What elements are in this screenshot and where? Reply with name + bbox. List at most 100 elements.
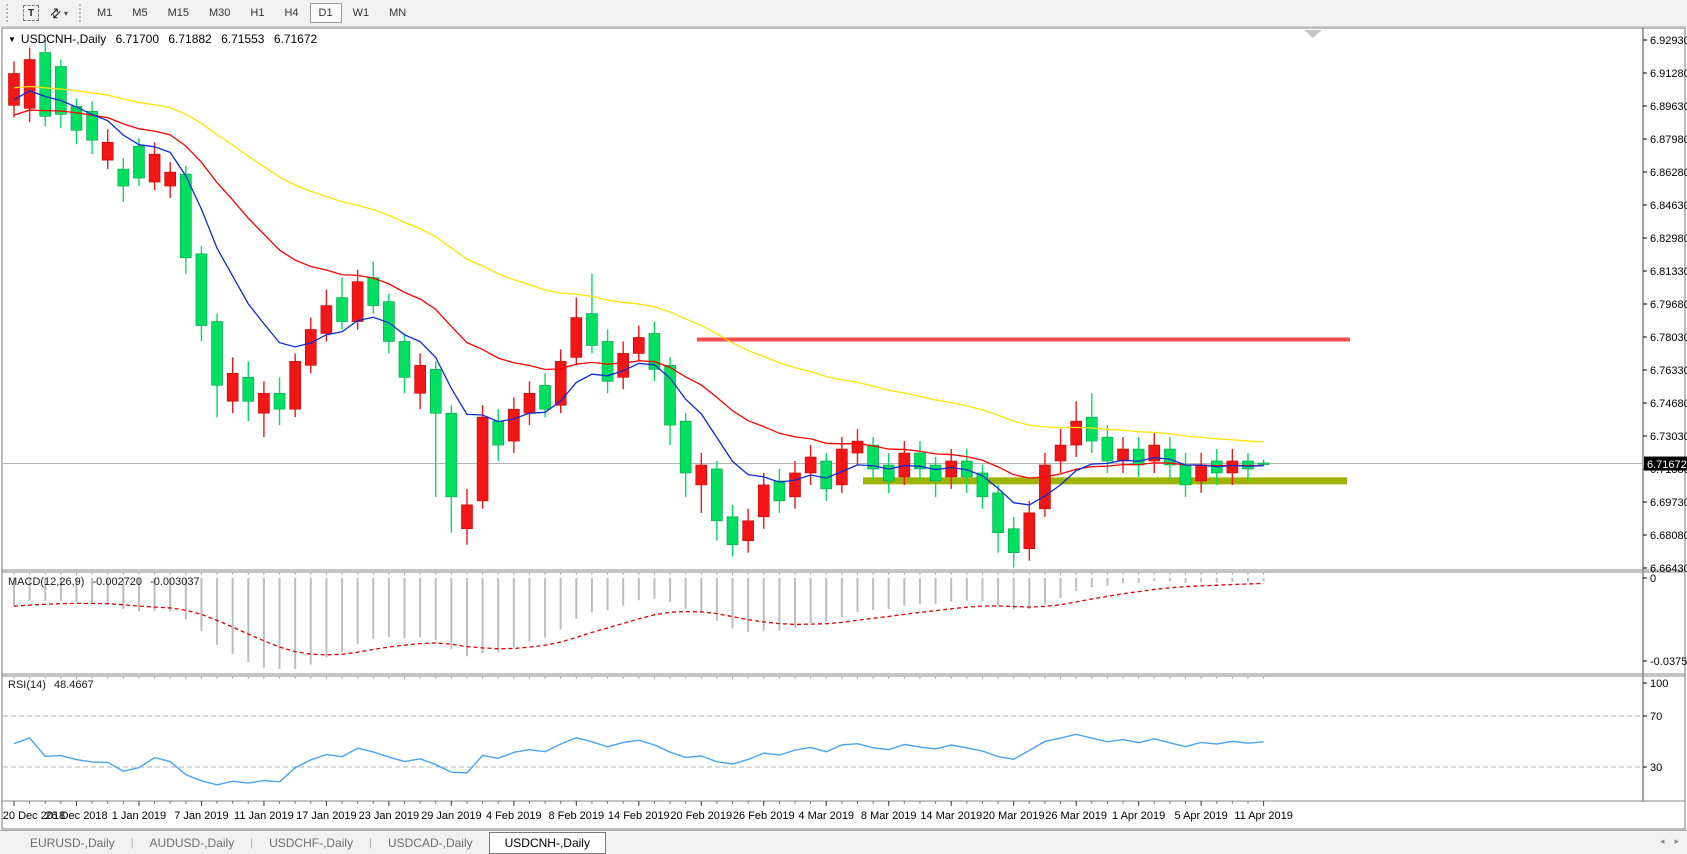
arrange-windows-button[interactable]: ⇅ ▾: [46, 2, 72, 25]
svg-text:11 Jan 2019: 11 Jan 2019: [234, 810, 294, 822]
chevron-down-icon: ▾: [63, 8, 68, 18]
svg-text:6.73030: 6.73030: [1650, 431, 1687, 443]
svg-text:1 Jan 2019: 1 Jan 2019: [112, 810, 166, 822]
macd-histogram: [13, 578, 1265, 669]
toolbar-separator: [79, 4, 81, 22]
chart-tab-usdchf[interactable]: USDCHF-,Daily: [269, 835, 354, 850]
rsi-axis: 100 70 30: [1643, 678, 1668, 774]
macd-label: MACD(12,26,9) -0.002720 -0.003037: [8, 576, 200, 588]
svg-text:6.69730: 6.69730: [1650, 497, 1687, 509]
text-tool-button[interactable]: T: [18, 2, 44, 25]
svg-text:6.81330: 6.81330: [1650, 266, 1687, 278]
svg-text:6.89630: 6.89630: [1650, 101, 1687, 113]
tab-scroll-left-icon[interactable]: ◂: [1659, 836, 1665, 846]
svg-text:30: 30: [1650, 762, 1662, 774]
svg-text:100: 100: [1650, 678, 1668, 690]
toolbar-drag-handle[interactable]: [6, 4, 13, 22]
ma-medium-line: [13, 109, 1264, 479]
svg-text:26 Dec 2018: 26 Dec 2018: [45, 810, 107, 822]
chart-shift-marker: [1304, 30, 1322, 38]
svg-text:14 Mar 2019: 14 Mar 2019: [920, 810, 982, 822]
macd-axis: 0 -0.037508: [1643, 573, 1687, 668]
chart-tab-eurusd[interactable]: EURUSD-,Daily: [30, 835, 115, 850]
svg-text:11 Apr 2019: 11 Apr 2019: [1234, 810, 1293, 822]
rsi-name: RSI(14): [8, 679, 46, 691]
macd-signal-value: -0.003037: [150, 576, 200, 588]
svg-text:6.87980: 6.87980: [1650, 134, 1687, 146]
svg-text:0: 0: [1650, 573, 1656, 585]
tab-divider: |: [130, 836, 134, 849]
svg-text:20 Feb 2019: 20 Feb 2019: [670, 810, 732, 822]
price-axis: 6.92930 6.91280 6.89630 6.87980 6.86280 6.846…: [1643, 35, 1687, 575]
chart-collapse-icon[interactable]: ▼: [8, 35, 16, 44]
ma-fast-line: [13, 90, 1264, 506]
svg-text:5 Apr 2019: 5 Apr 2019: [1175, 810, 1228, 822]
rsi-label: RSI(14) 48.4667: [8, 679, 94, 691]
timeframe-button-h1[interactable]: H1: [241, 3, 273, 23]
chart-tabbar: EURUSD-,Daily | AUDUSD-,Daily | USDCHF-,Dail…: [0, 830, 1687, 854]
macd-name: MACD(12,26,9): [8, 576, 85, 588]
svg-text:4 Mar 2019: 4 Mar 2019: [798, 810, 854, 822]
svg-text:6.92930: 6.92930: [1650, 35, 1687, 47]
chart-tab-usdcad[interactable]: USDCAD-,Daily: [387, 835, 473, 850]
svg-text:14 Feb 2019: 14 Feb 2019: [608, 810, 670, 822]
svg-text:6.74680: 6.74680: [1650, 398, 1687, 410]
timeframe-button-d1[interactable]: D1: [309, 3, 342, 23]
toolbar: T ⇅ ▾ M1 M5 M15 M30 H1 H4 D1 W1 MN: [0, 0, 1687, 27]
svg-text:1 Apr 2019: 1 Apr 2019: [1112, 810, 1165, 822]
macd-signal-line: [13, 582, 1264, 656]
svg-text:8 Feb 2019: 8 Feb 2019: [548, 810, 604, 822]
current-price-box: [1644, 456, 1687, 471]
svg-text:20 Mar 2019: 20 Mar 2019: [983, 810, 1045, 822]
timeframe-button-m1[interactable]: M1: [88, 3, 121, 23]
timeframe-button-w1[interactable]: W1: [344, 3, 379, 23]
ma-slow-line: [13, 85, 1264, 443]
svg-text:6.82980: 6.82980: [1650, 233, 1687, 245]
svg-text:-0.037508: -0.037508: [1650, 656, 1687, 668]
rsi-value: 48.4667: [53, 679, 94, 691]
text-tool-icon: T: [23, 5, 39, 21]
tab-divider: |: [250, 836, 254, 849]
timeframe-button-m30[interactable]: M30: [200, 3, 239, 23]
svg-text:6.84630: 6.84630: [1650, 200, 1687, 212]
symbol-period-label: USDCNH-,Daily: [20, 32, 107, 46]
separator-ticks: [13, 572, 1265, 804]
svg-text:26 Feb 2019: 26 Feb 2019: [733, 810, 795, 822]
timeframe-button-h4[interactable]: H4: [275, 3, 307, 23]
svg-text:23 Jan 2019: 23 Jan 2019: [359, 810, 420, 822]
svg-text:8 Mar 2019: 8 Mar 2019: [861, 810, 917, 822]
svg-text:6.78030: 6.78030: [1650, 332, 1687, 344]
svg-text:70: 70: [1650, 711, 1662, 723]
macd-value: -0.002720: [92, 576, 143, 588]
timeframe-button-m15[interactable]: M15: [159, 3, 198, 23]
svg-text:26 Mar 2019: 26 Mar 2019: [1045, 810, 1107, 822]
chart-title: ▼ USDCNH-,Daily 6.71700 6.71882 6.71553 6…: [8, 32, 317, 46]
high-value: 6.71882: [168, 32, 212, 46]
timeframe-button-mn[interactable]: MN: [380, 3, 415, 23]
chart-tab-usdcnh[interactable]: USDCNH-,Daily: [488, 831, 606, 854]
svg-text:6.76330: 6.76330: [1650, 365, 1687, 377]
tab-divider: |: [369, 836, 372, 849]
close-value: 6.71672: [273, 32, 318, 46]
chart-tab-audusd[interactable]: AUDUSD-,Daily: [149, 835, 235, 850]
tab-scroll-buttons: ◂ ▸: [1660, 836, 1679, 847]
svg-text:6.91280: 6.91280: [1650, 68, 1687, 80]
svg-text:20 Dec 2018: 20 Dec 2018: [3, 810, 65, 822]
svg-text:6.68080: 6.68080: [1650, 530, 1687, 542]
candles-layer: [8, 40, 1270, 568]
timeframe-group: M1 M5 M15 M30 H1 H4 D1 W1 MN: [87, 3, 416, 23]
svg-text:6.79680: 6.79680: [1650, 299, 1687, 311]
timeframe-button-m5[interactable]: M5: [123, 3, 156, 23]
svg-text:17 Jan 2019: 17 Jan 2019: [296, 810, 357, 822]
svg-text:4 Feb 2019: 4 Feb 2019: [486, 810, 542, 822]
svg-text:6.86280: 6.86280: [1650, 167, 1687, 179]
svg-text:7 Jan 2019: 7 Jan 2019: [174, 810, 228, 822]
svg-text:6.66430: 6.66430: [1650, 563, 1687, 575]
low-value: 6.71553: [221, 32, 265, 46]
tab-scroll-right-icon[interactable]: ▸: [1674, 836, 1679, 846]
open-value: 6.71700: [115, 32, 159, 46]
rsi-line: [13, 733, 1264, 786]
